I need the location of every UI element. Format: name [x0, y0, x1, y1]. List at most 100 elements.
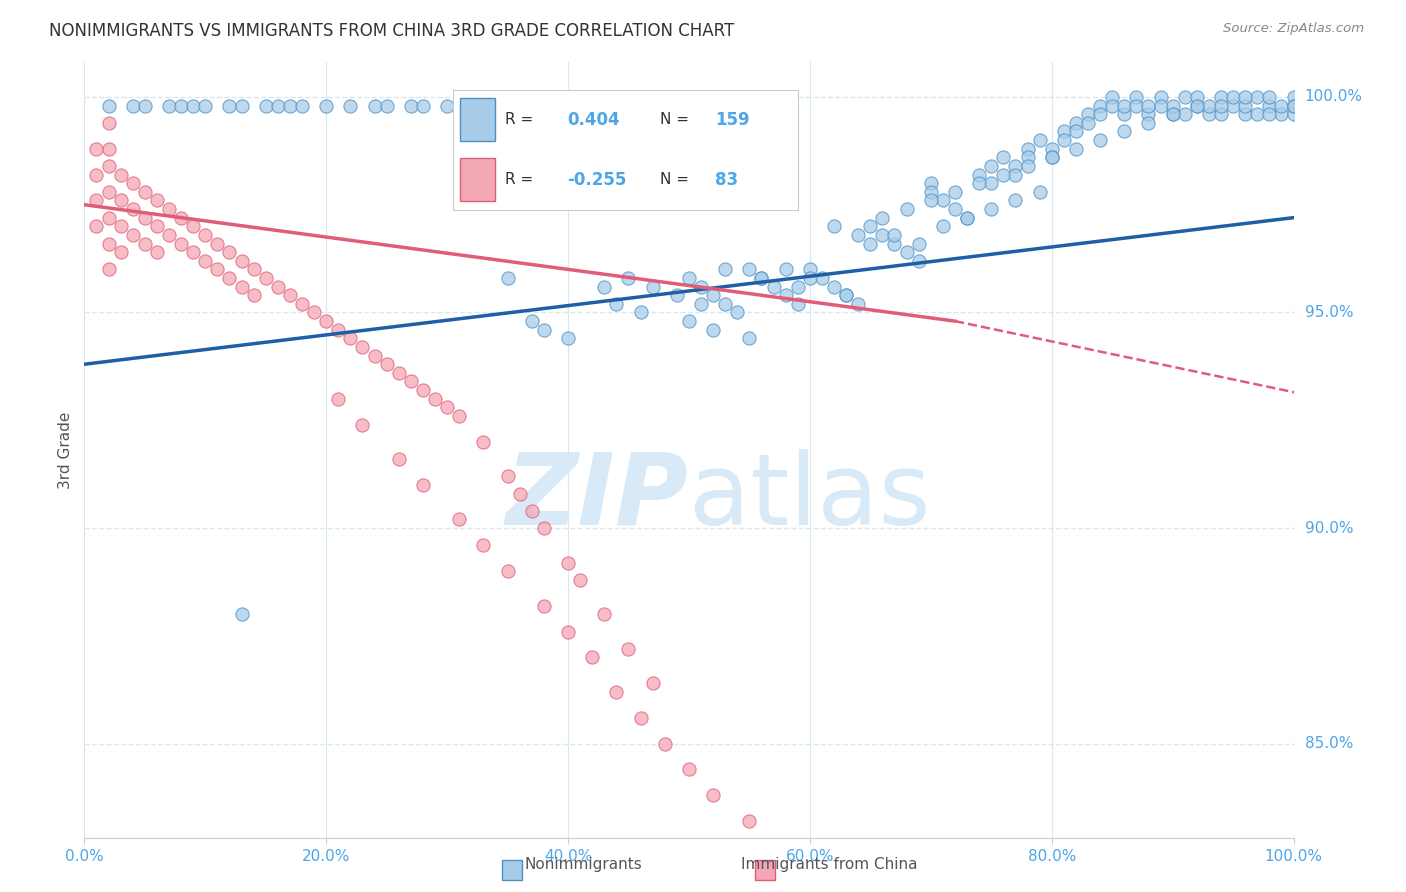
Point: [1174, 107, 1197, 121]
Point: [725, 305, 748, 319]
Point: [242, 288, 264, 302]
Point: [86, 168, 108, 182]
Point: [1209, 90, 1232, 104]
Point: [412, 383, 434, 397]
Point: [1028, 185, 1050, 199]
Point: [896, 202, 918, 216]
Point: [218, 245, 240, 260]
Point: [267, 98, 290, 112]
Point: [134, 185, 156, 199]
Point: [1198, 107, 1220, 121]
Point: [690, 297, 713, 311]
Point: [605, 685, 627, 699]
Point: [1222, 90, 1244, 104]
Text: Nonimmigrants: Nonimmigrants: [524, 857, 643, 872]
Point: [1161, 98, 1184, 112]
Point: [97, 262, 120, 277]
Point: [1198, 98, 1220, 112]
Point: [484, 98, 506, 112]
Point: [1161, 107, 1184, 121]
Point: [617, 271, 640, 285]
Point: [134, 211, 156, 225]
Point: [920, 185, 942, 199]
Point: [121, 176, 143, 190]
Point: [872, 211, 894, 225]
Point: [630, 711, 652, 725]
Point: [1114, 98, 1136, 112]
Point: [352, 417, 374, 432]
Point: [799, 271, 821, 285]
Text: 100.0%: 100.0%: [1305, 89, 1362, 104]
Point: [170, 98, 193, 112]
Point: [617, 98, 640, 112]
Point: [1040, 150, 1063, 164]
Point: [472, 434, 495, 449]
Point: [557, 556, 579, 570]
Point: [775, 262, 797, 277]
Point: [872, 227, 894, 242]
Point: [786, 297, 808, 311]
Point: [593, 98, 616, 112]
Point: [110, 219, 132, 234]
Point: [1185, 90, 1208, 104]
Point: [859, 236, 882, 251]
Point: [375, 98, 398, 112]
Point: [557, 331, 579, 345]
Point: [157, 98, 180, 112]
Point: [1077, 116, 1099, 130]
Point: [533, 599, 555, 613]
Point: [496, 469, 519, 483]
Point: [799, 262, 821, 277]
Point: [278, 98, 301, 112]
Point: [533, 521, 555, 535]
Point: [1125, 98, 1147, 112]
Point: [1246, 107, 1268, 121]
Point: [1053, 124, 1076, 138]
Point: [436, 98, 458, 112]
Text: Source: ZipAtlas.com: Source: ZipAtlas.com: [1223, 22, 1364, 36]
Point: [641, 98, 664, 112]
Point: [665, 98, 688, 112]
Point: [97, 116, 120, 130]
Point: [630, 305, 652, 319]
Point: [1246, 90, 1268, 104]
Point: [509, 98, 531, 112]
Point: [1017, 159, 1039, 173]
Point: [823, 279, 845, 293]
Point: [1270, 98, 1292, 112]
Text: Immigrants from China: Immigrants from China: [741, 857, 918, 872]
Point: [110, 168, 132, 182]
Point: [278, 288, 301, 302]
Point: [1040, 142, 1063, 156]
Point: [194, 227, 217, 242]
Point: [605, 98, 627, 112]
Point: [1149, 98, 1171, 112]
Point: [775, 288, 797, 302]
Point: [97, 211, 120, 225]
Point: [449, 409, 471, 423]
Point: [993, 168, 1015, 182]
Point: [267, 279, 290, 293]
Point: [315, 314, 337, 328]
Point: [1064, 142, 1087, 156]
Point: [738, 262, 761, 277]
Point: [617, 641, 640, 656]
Point: [920, 194, 942, 208]
Point: [993, 150, 1015, 164]
Point: [328, 323, 350, 337]
Point: [1282, 107, 1305, 121]
Point: [1114, 124, 1136, 138]
Point: [569, 573, 592, 587]
Point: [423, 392, 446, 406]
Point: [146, 245, 169, 260]
Point: [1258, 98, 1281, 112]
Point: [859, 219, 882, 234]
Point: [412, 98, 434, 112]
Point: [943, 185, 966, 199]
Point: [738, 814, 761, 829]
Point: [399, 375, 422, 389]
Y-axis label: 3rd Grade: 3rd Grade: [58, 412, 73, 489]
Point: [1114, 107, 1136, 121]
Point: [1088, 98, 1111, 112]
Point: [496, 564, 519, 578]
